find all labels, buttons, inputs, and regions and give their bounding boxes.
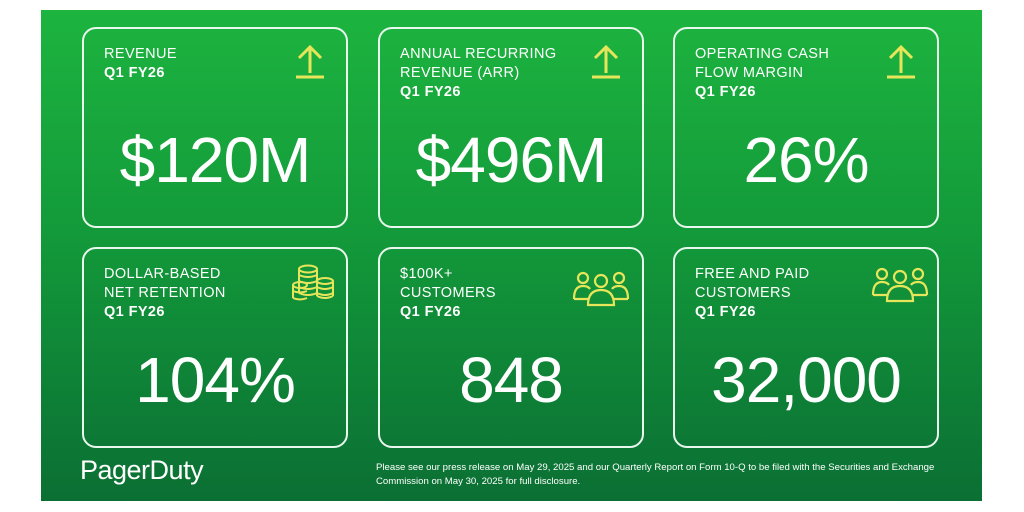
free-paid-customers-card: FREE AND PAID CUSTOMERS Q1 FY26 32,000 — [673, 247, 939, 448]
up-arrow-icon — [592, 44, 620, 79]
card-label: ANNUAL RECURRING REVENUE (ARR) Q1 FY26 — [400, 45, 557, 102]
card-label-line: FLOW MARGIN — [695, 65, 804, 81]
up-arrow-icon — [887, 44, 915, 79]
card-label-line: OPERATING CASH — [695, 46, 830, 62]
card-label: DOLLAR-BASED NET RETENTION Q1 FY26 — [104, 265, 226, 322]
card-label-line: CUSTOMERS — [400, 285, 496, 301]
card-label-line: DOLLAR-BASED — [104, 266, 221, 282]
operating-cash-flow-card: OPERATING CASH FLOW MARGIN Q1 FY26 26% — [673, 27, 939, 228]
card-value: 104% — [135, 344, 296, 416]
card-label-line: REVENUE — [104, 46, 177, 62]
card-label-line: CUSTOMERS — [695, 285, 791, 301]
card-label: REVENUE Q1 FY26 — [104, 45, 177, 83]
card-period: Q1 FY26 — [104, 65, 165, 81]
card-label-line: NET RETENTION — [104, 285, 226, 301]
card-label: FREE AND PAID CUSTOMERS Q1 FY26 — [695, 265, 810, 322]
card-value: $120M — [119, 124, 312, 196]
group-people-icon — [871, 267, 929, 303]
card-period: Q1 FY26 — [695, 84, 756, 100]
card-label-line: ANNUAL RECURRING — [400, 46, 557, 62]
coin-stack-icon — [292, 264, 334, 301]
card-period: Q1 FY26 — [400, 84, 461, 100]
group-people-icon — [572, 271, 630, 307]
card-label-line: FREE AND PAID — [695, 266, 810, 282]
pagerduty-logo: PagerDuty — [80, 455, 204, 485]
card-label-line: $100K+ — [400, 266, 453, 282]
card-label: $100K+ CUSTOMERS Q1 FY26 — [400, 265, 496, 322]
card-value: 848 — [459, 344, 564, 416]
card-period: Q1 FY26 — [695, 304, 756, 320]
100k-customers-card: $100K+ CUSTOMERS Q1 FY26 848 — [378, 247, 644, 448]
card-value: 32,000 — [711, 344, 902, 416]
up-arrow-icon — [296, 44, 324, 79]
card-period: Q1 FY26 — [104, 304, 165, 320]
net-retention-card: DOLLAR-BASED NET RETENTION Q1 FY26 104% — [82, 247, 348, 448]
card-label-line: REVENUE (ARR) — [400, 65, 520, 81]
revenue-card: REVENUE Q1 FY26 $120M — [82, 27, 348, 228]
footer-disclaimer: Please see our press release on May 29, … — [376, 462, 935, 487]
infographic-canvas: REVENUE Q1 FY26 $120M ANNUAL RECURRING R… — [41, 10, 982, 501]
arr-card: ANNUAL RECURRING REVENUE (ARR) Q1 FY26 $… — [378, 27, 644, 228]
card-label: OPERATING CASH FLOW MARGIN Q1 FY26 — [695, 45, 829, 102]
card-value: 26% — [743, 124, 869, 196]
card-value: $496M — [415, 124, 608, 196]
card-period: Q1 FY26 — [400, 304, 461, 320]
